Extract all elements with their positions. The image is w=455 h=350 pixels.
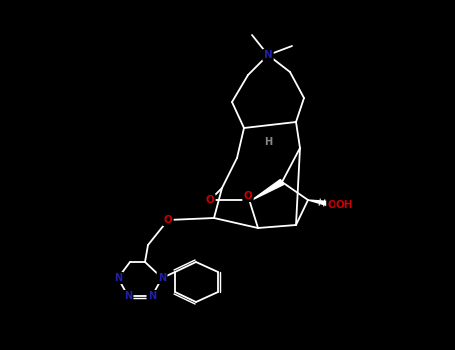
Text: N: N bbox=[148, 291, 156, 301]
Text: N: N bbox=[114, 273, 122, 283]
Text: N: N bbox=[263, 50, 273, 60]
Polygon shape bbox=[252, 180, 283, 200]
Text: N: N bbox=[124, 291, 132, 301]
Text: N: N bbox=[147, 291, 157, 301]
Text: H: H bbox=[264, 137, 272, 147]
Text: O: O bbox=[206, 195, 214, 205]
Text: N: N bbox=[157, 273, 167, 283]
Text: O: O bbox=[206, 195, 214, 205]
Text: H: H bbox=[264, 137, 272, 147]
Text: O: O bbox=[164, 215, 172, 225]
Text: O: O bbox=[164, 215, 172, 225]
Text: OH: OH bbox=[336, 200, 354, 210]
Text: N: N bbox=[263, 50, 273, 60]
Text: N: N bbox=[158, 273, 166, 283]
Text: OH: OH bbox=[327, 200, 345, 210]
Text: N: N bbox=[114, 273, 122, 283]
Text: O: O bbox=[243, 191, 253, 201]
Text: N: N bbox=[124, 291, 132, 301]
Text: O: O bbox=[243, 191, 253, 201]
Polygon shape bbox=[308, 200, 337, 208]
